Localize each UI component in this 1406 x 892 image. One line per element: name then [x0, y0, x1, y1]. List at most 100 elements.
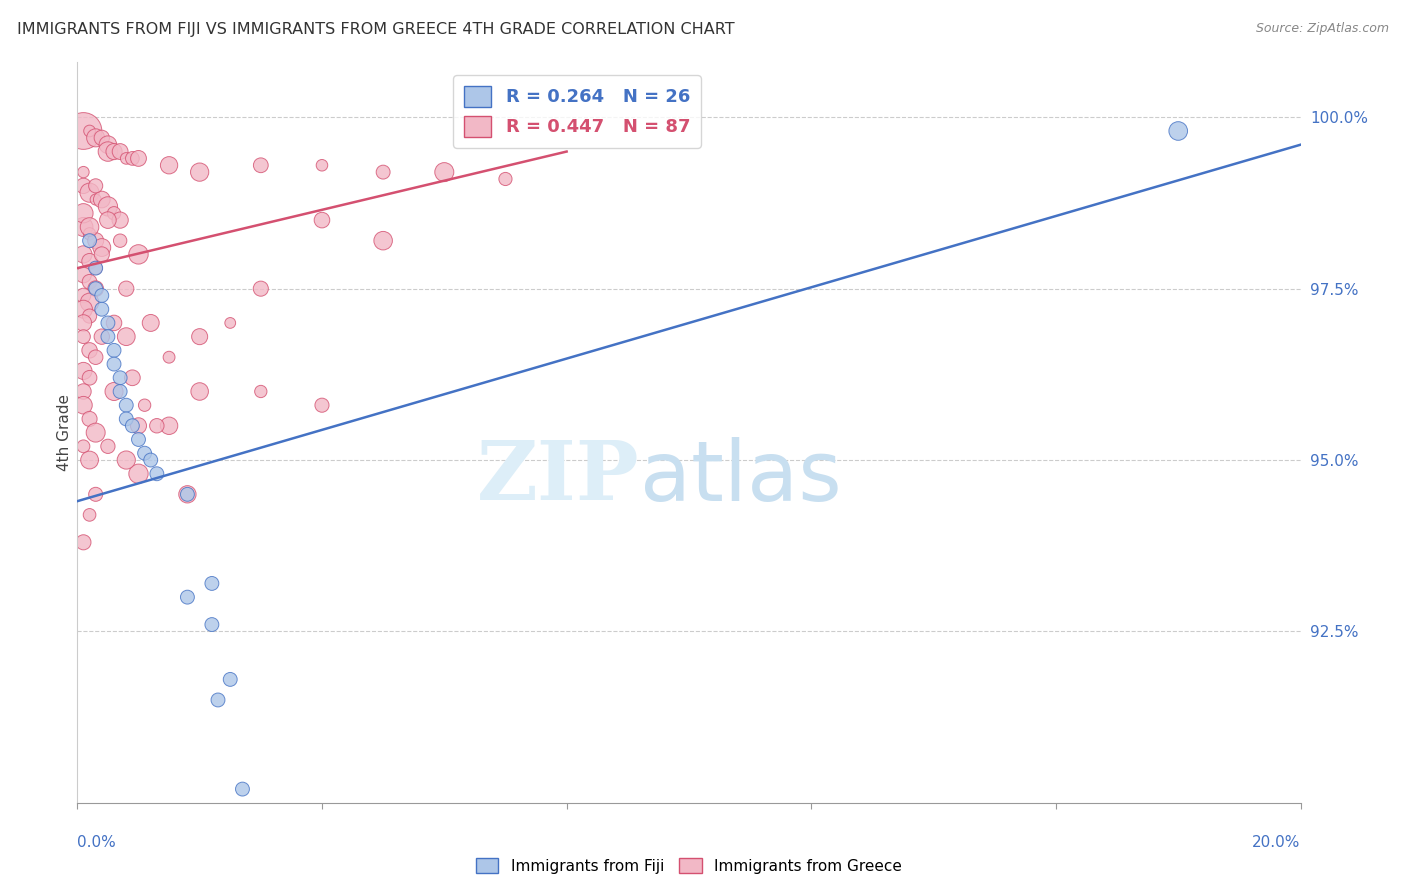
Point	[108, 371, 131, 385]
Point	[146, 467, 169, 481]
Point	[134, 446, 156, 460]
Point	[250, 282, 273, 296]
Y-axis label: 4th Grade: 4th Grade	[56, 394, 72, 471]
Point	[157, 158, 180, 172]
Point	[90, 241, 112, 255]
Point	[79, 371, 101, 385]
Point	[72, 535, 94, 549]
Point	[157, 350, 180, 364]
Point	[371, 234, 394, 248]
Point	[79, 343, 101, 358]
Point	[115, 453, 138, 467]
Point	[84, 350, 107, 364]
Point	[115, 412, 138, 426]
Point	[90, 329, 112, 343]
Point	[176, 487, 198, 501]
Point	[79, 508, 101, 522]
Point	[72, 165, 94, 179]
Point	[103, 384, 125, 399]
Point	[72, 329, 94, 343]
Point	[219, 316, 242, 330]
Point	[103, 343, 125, 358]
Point	[72, 206, 94, 220]
Legend: Immigrants from Fiji, Immigrants from Greece: Immigrants from Fiji, Immigrants from Gr…	[470, 852, 908, 880]
Point	[84, 234, 107, 248]
Point	[90, 131, 112, 145]
Text: IMMIGRANTS FROM FIJI VS IMMIGRANTS FROM GREECE 4TH GRADE CORRELATION CHART: IMMIGRANTS FROM FIJI VS IMMIGRANTS FROM …	[17, 22, 734, 37]
Point	[72, 302, 94, 317]
Point	[1167, 124, 1189, 138]
Point	[103, 145, 125, 159]
Point	[207, 693, 229, 707]
Text: 20.0%: 20.0%	[1253, 836, 1301, 850]
Point	[157, 418, 180, 433]
Point	[72, 288, 94, 302]
Point	[97, 329, 120, 343]
Point	[72, 124, 94, 138]
Point	[79, 275, 101, 289]
Point	[90, 247, 112, 261]
Point	[128, 433, 150, 447]
Point	[79, 234, 101, 248]
Point	[188, 329, 211, 343]
Point	[79, 295, 101, 310]
Point	[79, 124, 101, 138]
Point	[90, 193, 112, 207]
Point	[79, 227, 101, 241]
Point	[84, 282, 107, 296]
Point	[103, 316, 125, 330]
Point	[79, 453, 101, 467]
Point	[84, 425, 107, 440]
Point	[121, 371, 143, 385]
Point	[108, 234, 131, 248]
Point	[72, 219, 94, 234]
Point	[72, 178, 94, 193]
Point	[250, 384, 273, 399]
Point	[201, 617, 224, 632]
Point	[250, 158, 273, 172]
Point	[72, 398, 94, 412]
Point	[79, 309, 101, 323]
Point	[79, 412, 101, 426]
Text: atlas: atlas	[640, 436, 842, 517]
Point	[72, 316, 94, 330]
Point	[128, 418, 150, 433]
Point	[97, 199, 120, 213]
Legend: R = 0.264   N = 26, R = 0.447   N = 87: R = 0.264 N = 26, R = 0.447 N = 87	[453, 75, 702, 147]
Point	[108, 145, 131, 159]
Point	[72, 268, 94, 282]
Point	[201, 576, 224, 591]
Point	[72, 439, 94, 453]
Point	[176, 487, 198, 501]
Point	[97, 316, 120, 330]
Point	[134, 398, 156, 412]
Point	[371, 165, 394, 179]
Point	[103, 206, 125, 220]
Text: 0.0%: 0.0%	[77, 836, 117, 850]
Point	[108, 384, 131, 399]
Text: ZIP: ZIP	[478, 437, 640, 517]
Point	[97, 439, 120, 453]
Point	[90, 302, 112, 317]
Point	[115, 398, 138, 412]
Point	[90, 288, 112, 302]
Point	[84, 193, 107, 207]
Point	[72, 364, 94, 378]
Point	[84, 282, 107, 296]
Point	[128, 467, 150, 481]
Point	[311, 213, 333, 227]
Point	[84, 487, 107, 501]
Point	[433, 165, 456, 179]
Point	[115, 329, 138, 343]
Point	[72, 384, 94, 399]
Point	[108, 213, 131, 227]
Point	[84, 131, 107, 145]
Point	[97, 213, 120, 227]
Text: Source: ZipAtlas.com: Source: ZipAtlas.com	[1256, 22, 1389, 36]
Point	[146, 418, 169, 433]
Point	[84, 261, 107, 276]
Point	[176, 590, 198, 604]
Point	[97, 145, 120, 159]
Point	[188, 384, 211, 399]
Point	[115, 152, 138, 166]
